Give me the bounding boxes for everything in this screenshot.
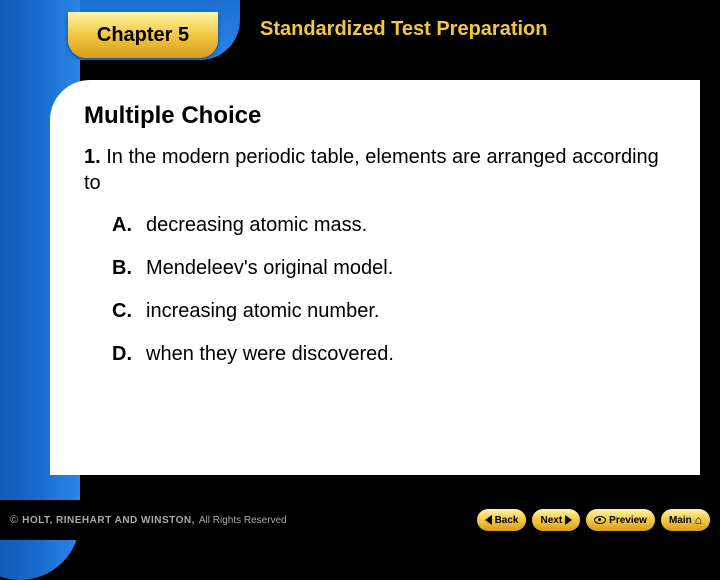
slide-container: Chapter 5 Standardized Test Preparation … — [0, 0, 720, 540]
main-button[interactable]: Main ⌂ — [661, 509, 710, 531]
home-icon: ⌂ — [695, 514, 702, 526]
arrow-right-icon — [565, 515, 572, 525]
option-text: when they were discovered. — [146, 343, 394, 366]
chapter-tab: Chapter 5 — [68, 12, 218, 58]
back-label: Back — [495, 515, 519, 526]
copyright-tail: All Rights Reserved — [199, 515, 287, 526]
question-stem: 1. In the modern periodic table, element… — [84, 144, 670, 196]
preview-button[interactable]: Preview — [586, 509, 655, 531]
option-text: decreasing atomic mass. — [146, 214, 367, 237]
option-text: Mendeleev's original model. — [146, 257, 393, 280]
content-heading: Multiple Choice — [84, 102, 670, 130]
next-button[interactable]: Next — [532, 509, 580, 531]
option-letter: D. — [112, 343, 146, 366]
option-a[interactable]: A. decreasing atomic mass. — [112, 214, 670, 237]
arrow-left-icon — [485, 515, 492, 525]
section-title: Standardized Test Preparation — [260, 18, 547, 41]
option-letter: A. — [112, 214, 146, 237]
option-letter: B. — [112, 257, 146, 280]
option-b[interactable]: B. Mendeleev's original model. — [112, 257, 670, 280]
footer-bar: © HOLT, RINEHART AND WINSTON, All Rights… — [0, 500, 720, 540]
question-text: In the modern periodic table, elements a… — [84, 146, 659, 194]
back-button[interactable]: Back — [477, 509, 527, 531]
copyright-icon: © — [10, 514, 18, 526]
copyright: © HOLT, RINEHART AND WINSTON, All Rights… — [10, 514, 287, 526]
copyright-brand: HOLT, RINEHART AND WINSTON, — [22, 515, 195, 526]
eye-icon — [594, 516, 606, 524]
nav-buttons: Back Next Preview Main ⌂ — [477, 509, 710, 531]
main-label: Main — [669, 515, 692, 526]
chapter-label: Chapter 5 — [97, 24, 189, 47]
option-d[interactable]: D. when they were discovered. — [112, 343, 670, 366]
question-number: 1. — [84, 146, 101, 168]
options-list: A. decreasing atomic mass. B. Mendeleev'… — [112, 214, 670, 366]
preview-label: Preview — [609, 515, 647, 526]
option-letter: C. — [112, 300, 146, 323]
content-sheet: Multiple Choice 1. In the modern periodi… — [50, 80, 700, 475]
next-label: Next — [540, 515, 562, 526]
option-text: increasing atomic number. — [146, 300, 379, 323]
option-c[interactable]: C. increasing atomic number. — [112, 300, 670, 323]
